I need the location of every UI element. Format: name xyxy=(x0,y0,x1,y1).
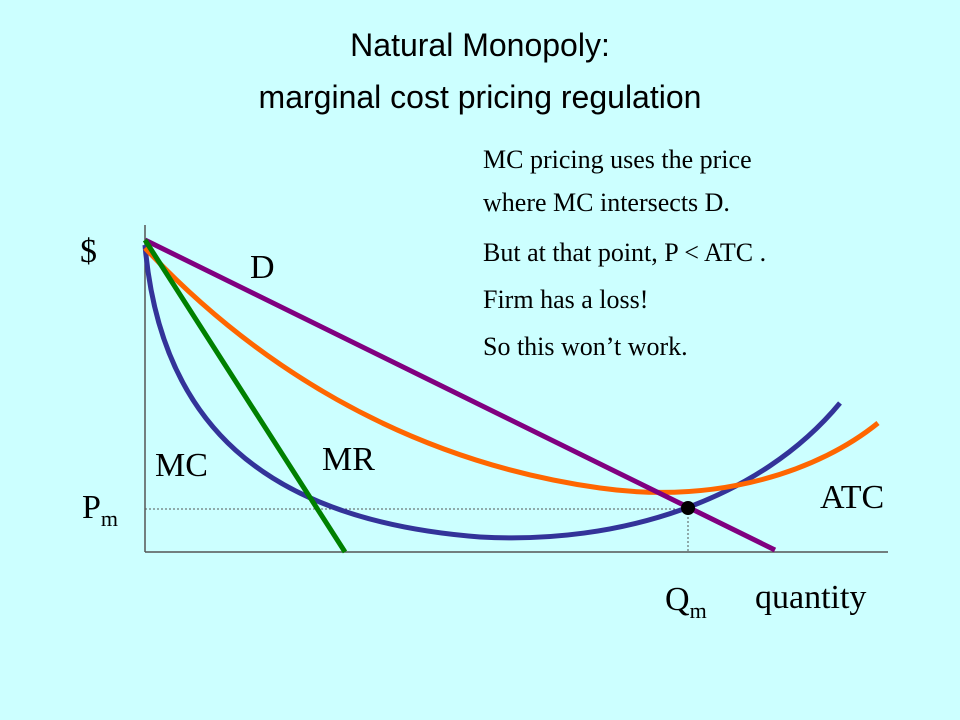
quantity-m-main: Q xyxy=(665,581,690,618)
quantity-m-label: Qm xyxy=(665,581,707,623)
note: MC pricing uses the price xyxy=(483,145,752,174)
price-sub: m xyxy=(101,506,118,531)
price-main: P xyxy=(82,489,101,526)
note: So this won’t work. xyxy=(483,332,688,361)
note: where MC intersects D. xyxy=(483,188,730,217)
note: But at that point, P < ATC . xyxy=(483,238,766,267)
curve-label: ATC xyxy=(820,479,884,516)
curve-label: MC xyxy=(155,447,208,484)
demand-line xyxy=(143,237,777,553)
axis-label: $ xyxy=(80,233,97,270)
mr-line xyxy=(142,238,348,554)
curve-label: MR xyxy=(322,441,375,478)
title-line: marginal cost pricing regulation xyxy=(259,79,702,115)
curve-label: D xyxy=(250,249,275,286)
atc-curve xyxy=(143,246,880,495)
title-line: Natural Monopoly: xyxy=(350,27,610,63)
axis-label: quantity xyxy=(755,579,866,616)
note: Firm has a loss! xyxy=(483,285,648,314)
intersection-dot xyxy=(681,501,695,515)
price-label: Pm xyxy=(82,489,118,531)
quantity-m-sub: m xyxy=(690,598,707,623)
